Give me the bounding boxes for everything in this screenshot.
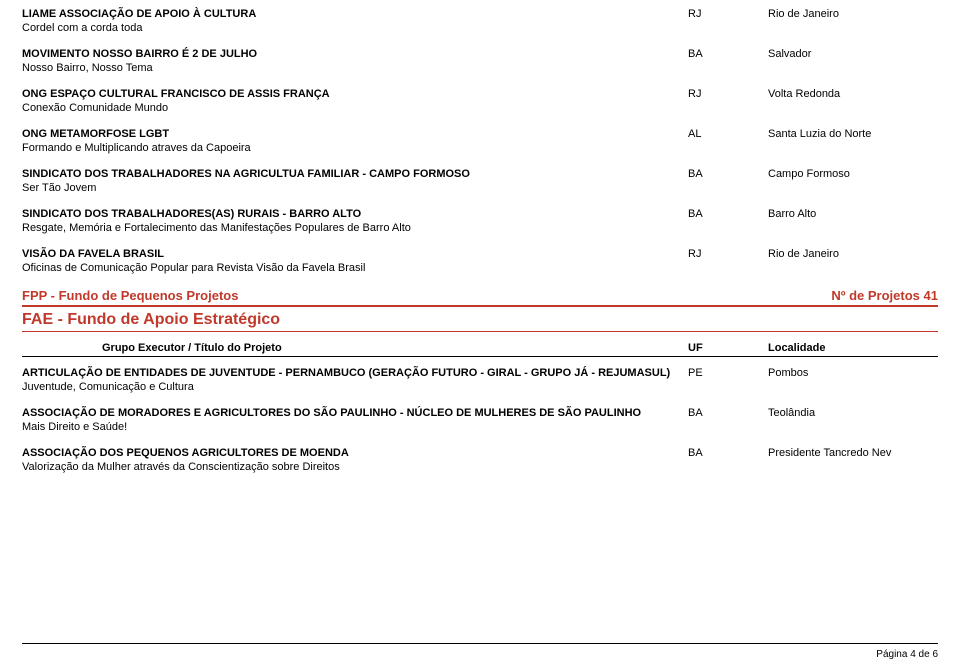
entry: ONG ESPAÇO CULTURAL FRANCISCO DE ASSIS F…: [22, 88, 938, 114]
entry: VISÃO DA FAVELA BRASILRJRio de Janeiro Of…: [22, 248, 938, 274]
entry-row: LIAME ASSOCIAÇÃO DE APOIO À CULTURARJRio…: [22, 8, 938, 20]
entry-loc: Barro Alto: [768, 208, 938, 220]
entry-subtitle: Formando e Multiplicando atraves da Capo…: [22, 142, 938, 154]
entry-name: LIAME ASSOCIAÇÃO DE APOIO À CULTURA: [22, 8, 688, 20]
entry-uf: AL: [688, 128, 768, 140]
entry-uf: RJ: [688, 248, 768, 260]
entry-subtitle: Mais Direito e Saúde!: [22, 421, 938, 433]
entry-row: ARTICULAÇÃO DE ENTIDADES DE JUVENTUDE - …: [22, 367, 938, 379]
entry-subtitle: Cordel com a corda toda: [22, 22, 938, 34]
entry: ASSOCIAÇÃO DOS PEQUENOS AGRICULTORES DE …: [22, 447, 938, 473]
entry-subtitle: Oficinas de Comunicação Popular para Rev…: [22, 262, 938, 274]
entry-loc: Rio de Janeiro: [768, 248, 938, 260]
rule-red-fae: [22, 331, 938, 332]
entry-name: MOVIMENTO NOSSO BAIRRO É 2 DE JULHO: [22, 48, 688, 60]
entry-subtitle: Resgate, Memória e Fortalecimento das Ma…: [22, 222, 938, 234]
entry: LIAME ASSOCIAÇÃO DE APOIO À CULTURARJRio…: [22, 8, 938, 34]
header-name: Grupo Executor / Título do Projeto: [102, 342, 688, 354]
header-uf: UF: [688, 342, 768, 354]
entry-uf: BA: [688, 407, 768, 419]
entry-uf: BA: [688, 208, 768, 220]
entry-name: VISÃO DA FAVELA BRASIL: [22, 248, 688, 260]
entry-row: SINDICATO DOS TRABALHADORES NA AGRICULTU…: [22, 168, 938, 180]
entry-uf: BA: [688, 48, 768, 60]
column-header-row: Grupo Executor / Título do Projeto UF Lo…: [22, 342, 938, 354]
entry-loc: Volta Redonda: [768, 88, 938, 100]
entry-row: SINDICATO DOS TRABALHADORES(AS) RURAIS -…: [22, 208, 938, 220]
entry-subtitle: Nosso Bairro, Nosso Tema: [22, 62, 938, 74]
entry-loc: Campo Formoso: [768, 168, 938, 180]
header-loc: Localidade: [768, 342, 938, 354]
entry-row: ONG METAMORFOSE LGBTALSanta Luzia do Nor…: [22, 128, 938, 140]
entry-uf: RJ: [688, 8, 768, 20]
fpp-section-header: FPP - Fundo de Pequenos Projetos Nº de P…: [22, 288, 938, 305]
entry-loc: Santa Luzia do Norte: [768, 128, 938, 140]
entry-name: SINDICATO DOS TRABALHADORES NA AGRICULTU…: [22, 168, 688, 180]
entry-subtitle: Valorização da Mulher através da Conscie…: [22, 461, 938, 473]
entry-subtitle: Conexão Comunidade Mundo: [22, 102, 938, 114]
entry-subtitle: Ser Tão Jovem: [22, 182, 938, 194]
rule-black-header: [22, 356, 938, 357]
entry: MOVIMENTO NOSSO BAIRRO É 2 DE JULHOBASal…: [22, 48, 938, 74]
entry-uf: RJ: [688, 88, 768, 100]
entry-loc: Teolândia: [768, 407, 938, 419]
entry-loc: Salvador: [768, 48, 938, 60]
entry-row: ONG ESPAÇO CULTURAL FRANCISCO DE ASSIS F…: [22, 88, 938, 100]
rule-red-fpp: [22, 305, 938, 307]
entry: SINDICATO DOS TRABALHADORES NA AGRICULTU…: [22, 168, 938, 194]
entry-name: ONG ESPAÇO CULTURAL FRANCISCO DE ASSIS F…: [22, 88, 688, 100]
footer-rule: [22, 643, 938, 644]
entry-row: MOVIMENTO NOSSO BAIRRO É 2 DE JULHOBASal…: [22, 48, 938, 60]
fpp-count: Nº de Projetos 41: [831, 288, 938, 303]
entry-name: ARTICULAÇÃO DE ENTIDADES DE JUVENTUDE - …: [22, 367, 688, 379]
entry-loc: Pombos: [768, 367, 938, 379]
entry-row: ASSOCIAÇÃO DOS PEQUENOS AGRICULTORES DE …: [22, 447, 938, 459]
entry: ASSOCIAÇÃO DE MORADORES E AGRICULTORES D…: [22, 407, 938, 433]
entries-list-2: ARTICULAÇÃO DE ENTIDADES DE JUVENTUDE - …: [22, 367, 938, 473]
entries-list-1: LIAME ASSOCIAÇÃO DE APOIO À CULTURARJRio…: [22, 8, 938, 274]
entry: SINDICATO DOS TRABALHADORES(AS) RURAIS -…: [22, 208, 938, 234]
entry-loc: Presidente Tancredo Nev: [768, 447, 938, 459]
entry-row: ASSOCIAÇÃO DE MORADORES E AGRICULTORES D…: [22, 407, 938, 419]
entry-name: SINDICATO DOS TRABALHADORES(AS) RURAIS -…: [22, 208, 688, 220]
entry: ONG METAMORFOSE LGBTALSanta Luzia do Nor…: [22, 128, 938, 154]
entry: ARTICULAÇÃO DE ENTIDADES DE JUVENTUDE - …: [22, 367, 938, 393]
entry-name: ASSOCIAÇÃO DOS PEQUENOS AGRICULTORES DE …: [22, 447, 688, 459]
entry-uf: BA: [688, 168, 768, 180]
entry-uf: PE: [688, 367, 768, 379]
fpp-title: FPP - Fundo de Pequenos Projetos: [22, 288, 238, 303]
page-footer: Página 4 de 6: [876, 649, 938, 660]
entry-row: VISÃO DA FAVELA BRASILRJRio de Janeiro: [22, 248, 938, 260]
entry-uf: BA: [688, 447, 768, 459]
entry-name: ONG METAMORFOSE LGBT: [22, 128, 688, 140]
entry-name: ASSOCIAÇÃO DE MORADORES E AGRICULTORES D…: [22, 407, 688, 419]
fae-section-header: FAE - Fundo de Apoio Estratégico: [22, 311, 938, 329]
entry-subtitle: Juventude, Comunicação e Cultura: [22, 381, 938, 393]
entry-loc: Rio de Janeiro: [768, 8, 938, 20]
